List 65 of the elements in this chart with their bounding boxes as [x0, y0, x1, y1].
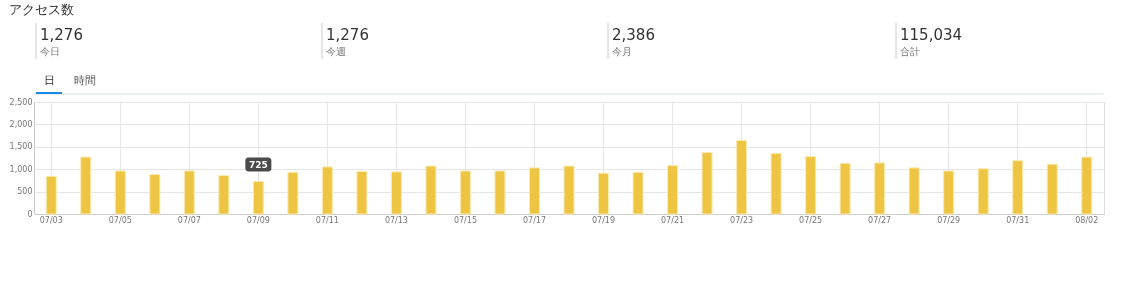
x-tick-label: 07/17: [522, 215, 547, 225]
x-tick-label: 07/25: [799, 215, 823, 225]
annotation: 725: [248, 159, 268, 170]
bar: [114, 170, 126, 215]
x-tick-label: 07/09: [246, 215, 270, 225]
chart-title: アクセス数: [8, 2, 74, 17]
text: 115,034: [900, 26, 963, 44]
text: 1,276: [40, 26, 83, 44]
x-tick-label: 07/07: [177, 215, 201, 225]
bar: [80, 156, 92, 215]
bar: [459, 170, 471, 215]
bar: [321, 166, 333, 215]
x-tick-label: 07/05: [108, 215, 132, 225]
x-tick-label: 07/21: [661, 215, 685, 225]
bar: [1046, 163, 1058, 215]
x-tick-label: 07/11: [315, 215, 339, 225]
text: 日: [44, 74, 55, 87]
text: 合計: [900, 46, 920, 57]
bar: [736, 140, 748, 215]
x-tick-label: 07/29: [937, 215, 961, 225]
text: 時間: [74, 74, 96, 87]
x-tick-label: 07/19: [591, 215, 616, 225]
bar: [149, 174, 161, 215]
bar: [563, 165, 575, 215]
x-tick-label: 07/13: [384, 215, 408, 225]
x-tick-label: 07/31: [1006, 215, 1030, 225]
bar: [839, 162, 851, 215]
bar: [287, 171, 299, 215]
text: 今月: [612, 46, 632, 57]
text: 今週: [326, 46, 346, 57]
bar: [528, 167, 540, 215]
x-tick-label: 07/27: [868, 215, 892, 225]
bar: [598, 172, 610, 215]
text: 1,276: [326, 26, 369, 44]
x-tick-label: 07/03: [39, 215, 63, 225]
bar: [701, 152, 713, 215]
bar: [667, 165, 679, 215]
bar: [943, 170, 955, 215]
y-tick-label: 500: [17, 187, 33, 197]
y-tick-label: 2,000: [9, 119, 33, 129]
bar: [770, 153, 782, 215]
text: 今日: [40, 46, 60, 57]
bar: [908, 167, 920, 215]
text: 2,386: [612, 26, 655, 44]
y-tick-label: 1,000: [9, 164, 33, 174]
bar: [183, 170, 195, 215]
bar: [1012, 160, 1024, 215]
bar: [1081, 156, 1093, 215]
bar: [390, 171, 402, 215]
bar: [977, 168, 989, 215]
bar: [494, 170, 506, 215]
bar: [356, 170, 368, 215]
x-tick-label: 07/23: [730, 215, 754, 225]
bar: [805, 156, 817, 215]
x-tick-label: 08/02: [1075, 215, 1099, 225]
bar: [632, 171, 644, 215]
y-tick-label: 2,500: [9, 97, 33, 107]
bar: [425, 165, 437, 215]
bar: [252, 181, 264, 215]
y-tick-label: 0: [27, 209, 33, 219]
bar: [218, 174, 230, 215]
bar: [45, 175, 57, 215]
bar: [874, 162, 886, 215]
x-tick-label: 07/15: [453, 215, 477, 225]
y-tick-label: 1,500: [9, 142, 33, 152]
